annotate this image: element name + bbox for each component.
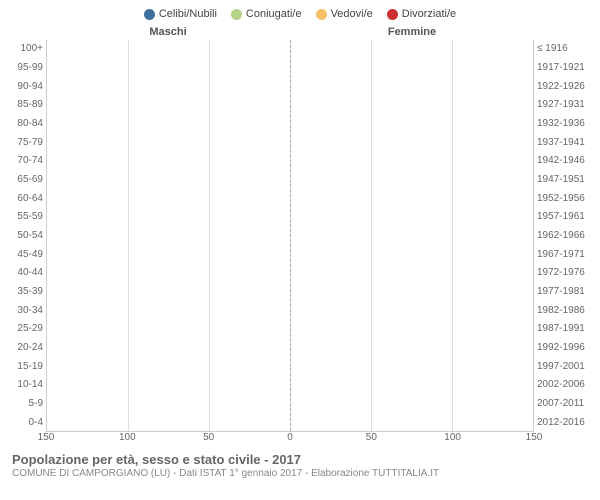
birth-label: 1922-1926 — [537, 77, 592, 96]
birth-label: 1992-1996 — [537, 339, 592, 358]
age-label: 75-79 — [8, 133, 43, 152]
x-axis-ticks: 15010050050100150 — [46, 432, 534, 446]
age-label: 35-39 — [8, 283, 43, 302]
birth-label: 1932-1936 — [537, 115, 592, 134]
legend-item: Coniugati/e — [231, 8, 302, 20]
legend-swatch — [144, 9, 155, 20]
y-axis-right-labels: ≤ 19161917-19211922-19261927-19311932-19… — [534, 40, 592, 432]
birth-label: 1977-1981 — [537, 283, 592, 302]
legend-label: Vedovi/e — [331, 8, 373, 20]
age-label: 0-4 — [8, 413, 43, 432]
legend-item: Divorziati/e — [387, 8, 456, 20]
birth-label: 1997-2001 — [537, 357, 592, 376]
x-tick: 50 — [366, 432, 377, 443]
column-headers: Maschi Femmine — [8, 26, 592, 38]
grid-line — [209, 40, 210, 431]
age-label: 85-89 — [8, 96, 43, 115]
x-tick: 50 — [203, 432, 214, 443]
plot-area — [46, 40, 534, 432]
chart-body: 100+95-9990-9485-8980-8475-7970-7465-696… — [8, 40, 592, 432]
age-label: 45-49 — [8, 245, 43, 264]
birth-label: 1937-1941 — [537, 133, 592, 152]
age-label: 10-14 — [8, 376, 43, 395]
legend-item: Celibi/Nubili — [144, 8, 217, 20]
x-tick: 100 — [119, 432, 136, 443]
legend-label: Celibi/Nubili — [159, 8, 217, 20]
age-label: 50-54 — [8, 227, 43, 246]
header-male: Maschi — [46, 26, 290, 38]
age-label: 5-9 — [8, 395, 43, 414]
x-tick: 150 — [38, 432, 55, 443]
age-label: 70-74 — [8, 152, 43, 171]
grid-line — [371, 40, 372, 431]
birth-label: 1967-1971 — [537, 245, 592, 264]
birth-label: 2012-2016 — [537, 413, 592, 432]
center-line — [290, 40, 291, 431]
age-label: 100+ — [8, 40, 43, 59]
age-label: 55-59 — [8, 208, 43, 227]
grid-line — [452, 40, 453, 431]
x-tick: 150 — [526, 432, 543, 443]
birth-label: 1962-1966 — [537, 227, 592, 246]
age-label: 90-94 — [8, 77, 43, 96]
age-label: 30-34 — [8, 301, 43, 320]
birth-label: 1987-1991 — [537, 320, 592, 339]
legend-label: Divorziati/e — [402, 8, 456, 20]
birth-label: 1957-1961 — [537, 208, 592, 227]
chart-container: Celibi/Nubili Coniugati/e Vedovi/e Divorzia… — [0, 0, 600, 500]
birth-label: 1942-1946 — [537, 152, 592, 171]
x-tick: 100 — [444, 432, 461, 443]
age-label: 25-29 — [8, 320, 43, 339]
birth-label: 1947-1951 — [537, 171, 592, 190]
age-label: 65-69 — [8, 171, 43, 190]
birth-label: 1927-1931 — [537, 96, 592, 115]
y-axis-left-labels: 100+95-9990-9485-8980-8475-7970-7465-696… — [8, 40, 46, 432]
grid-line — [128, 40, 129, 431]
birth-label: 1972-1976 — [537, 264, 592, 283]
chart-subtitle: COMUNE DI CAMPORGIANO (LU) - Dati ISTAT … — [12, 468, 588, 479]
age-label: 15-19 — [8, 357, 43, 376]
birth-label: 1952-1956 — [537, 189, 592, 208]
age-label: 95-99 — [8, 59, 43, 78]
chart-footer: Popolazione per età, sesso e stato civil… — [8, 452, 592, 479]
legend-label: Coniugati/e — [246, 8, 302, 20]
x-tick: 0 — [287, 432, 293, 443]
legend: Celibi/Nubili Coniugati/e Vedovi/e Divorzia… — [8, 8, 592, 20]
age-label: 80-84 — [8, 115, 43, 134]
age-label: 20-24 — [8, 339, 43, 358]
birth-label: 2002-2006 — [537, 376, 592, 395]
header-female: Femmine — [290, 26, 534, 38]
birth-label: ≤ 1916 — [537, 40, 592, 59]
age-label: 60-64 — [8, 189, 43, 208]
birth-label: 2007-2011 — [537, 395, 592, 414]
birth-label: 1917-1921 — [537, 59, 592, 78]
legend-swatch — [316, 9, 327, 20]
legend-swatch — [231, 9, 242, 20]
legend-swatch — [387, 9, 398, 20]
chart-title: Popolazione per età, sesso e stato civil… — [12, 452, 588, 467]
legend-item: Vedovi/e — [316, 8, 373, 20]
birth-label: 1982-1986 — [537, 301, 592, 320]
age-label: 40-44 — [8, 264, 43, 283]
